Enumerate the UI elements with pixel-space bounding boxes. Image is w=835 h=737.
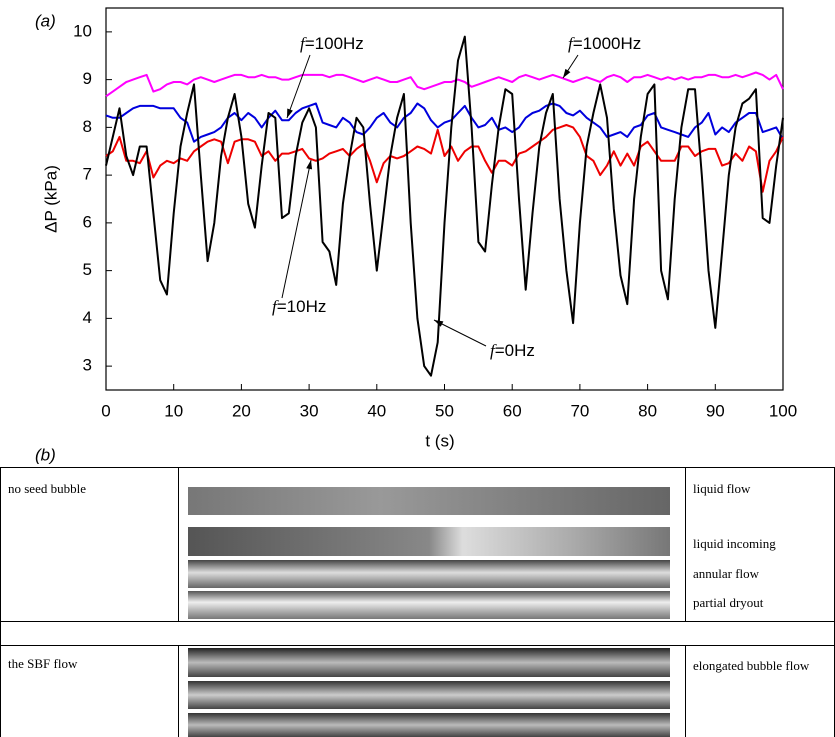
- x-tick-label: 10: [164, 401, 183, 420]
- rule: [0, 467, 835, 468]
- annotation-var: f: [490, 341, 497, 360]
- cell: elongated bubble flow: [693, 658, 810, 673]
- table: no seed bubble liquid flow liquid incomi…: [0, 467, 835, 737]
- annotation-text: =10Hz: [277, 297, 327, 316]
- rule: [178, 645, 179, 737]
- plot-frame: [105, 7, 784, 391]
- panel-label: (a): [35, 11, 56, 30]
- x-tick-label: 30: [300, 401, 319, 420]
- photo: [188, 681, 670, 709]
- y-tick-label: 6: [83, 212, 92, 231]
- y-tick-label: 4: [83, 308, 92, 327]
- series-line: [105, 35, 784, 377]
- x-axis-label: t (s): [425, 431, 454, 450]
- annotation-text: =0Hz: [495, 341, 535, 360]
- y-tick-label: 8: [83, 117, 92, 136]
- x-tick-label: 80: [638, 401, 657, 420]
- annotation-text: =100Hz: [305, 34, 364, 53]
- rule: [685, 467, 686, 621]
- x-tick-label: 20: [232, 401, 251, 420]
- series-line: [105, 71, 784, 98]
- arrow-head: [563, 68, 571, 78]
- rule: [0, 467, 1, 737]
- annotation-arrow: [433, 319, 487, 347]
- rule: [178, 467, 179, 621]
- rule: [0, 621, 835, 622]
- annotation-arrow: [286, 54, 311, 119]
- annotation-var: f: [568, 34, 575, 53]
- x-tick-label: 100: [769, 401, 797, 420]
- cell: annular flow: [693, 566, 760, 581]
- annotation-arrow: [281, 159, 312, 299]
- photo: [188, 648, 670, 677]
- x-tick-label: 40: [367, 401, 386, 420]
- photo: [188, 487, 670, 515]
- cell: liquid flow: [693, 481, 751, 496]
- x-tick-label: 50: [435, 401, 454, 420]
- annotation-text: =1000Hz: [573, 34, 642, 53]
- annotation-var: f: [300, 34, 307, 53]
- rule: [0, 645, 835, 646]
- y-tick-label: 10: [73, 21, 92, 40]
- cell: partial dryout: [693, 595, 764, 610]
- y-tick-label: 5: [83, 260, 92, 279]
- x-tick-label: 60: [503, 401, 522, 420]
- photo: [188, 527, 670, 556]
- x-tick-label: 0: [101, 401, 110, 420]
- cell: liquid incoming: [693, 536, 776, 551]
- y-tick-label: 7: [83, 165, 92, 184]
- panel-label: (b): [35, 445, 56, 464]
- arrow-head: [306, 160, 313, 170]
- annotation: f=100Hz: [300, 34, 364, 54]
- y-tick-label: 3: [83, 356, 92, 375]
- rule: [685, 645, 686, 737]
- photo: [188, 560, 670, 588]
- annotation-var: f: [272, 297, 279, 316]
- arrow-head: [287, 108, 293, 118]
- x-tick-label: 90: [706, 401, 725, 420]
- annotation: f=0Hz: [490, 341, 535, 361]
- y-tick-label: 9: [83, 69, 92, 88]
- series-line: [105, 124, 784, 193]
- annotation: f=10Hz: [272, 297, 326, 317]
- photo: [188, 713, 670, 737]
- series-line: [105, 102, 784, 143]
- annotation: f=1000Hz: [568, 34, 641, 54]
- cell: no seed bubble: [8, 481, 86, 496]
- x-tick-label: 70: [570, 401, 589, 420]
- y-axis-label: ΔP (kPa): [41, 165, 60, 233]
- cell: the SBF flow: [8, 656, 78, 671]
- chart: (a) t (s) ΔP (kPa) (b) 0 10 20 30 40 50 60 70 80…: [35, 7, 797, 464]
- arrow-head: [434, 320, 444, 327]
- photo: [188, 591, 670, 619]
